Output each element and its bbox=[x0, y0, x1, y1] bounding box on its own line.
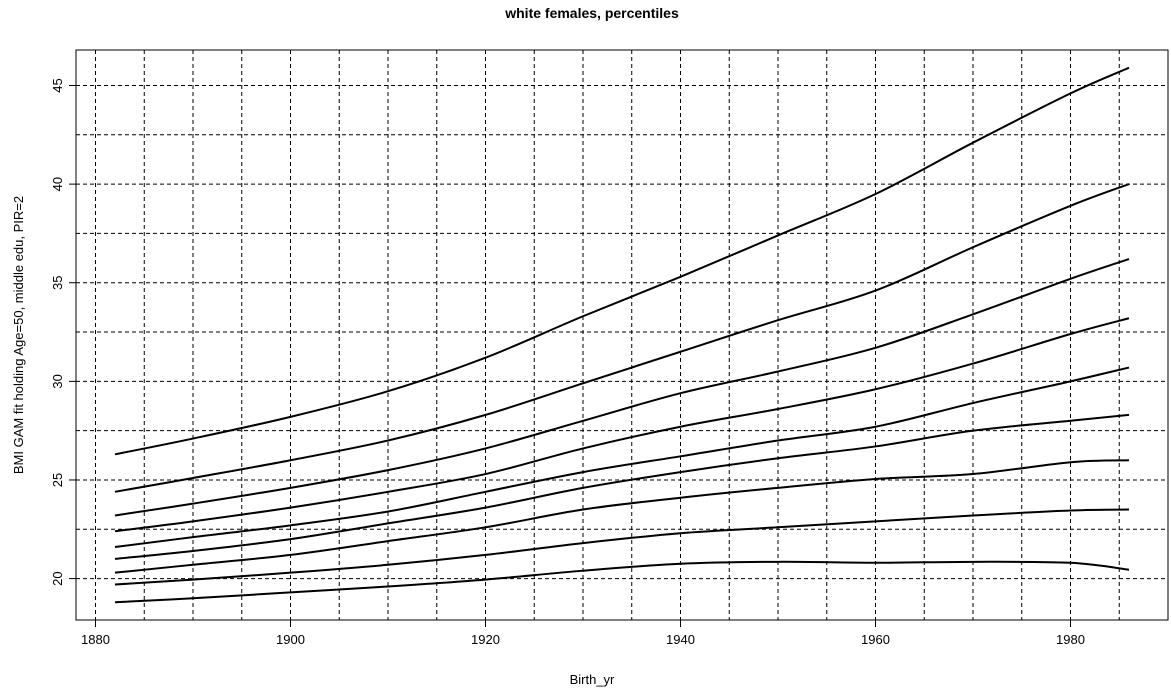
series-lines bbox=[114, 66, 1130, 604]
x-tick-label-3: 1940 bbox=[666, 632, 695, 647]
y-axis-label: BMI GAM fit holding Age=50, middle edu, … bbox=[11, 196, 26, 474]
y-tick-label-0: 20 bbox=[50, 571, 65, 585]
chart-title: white females, percentiles bbox=[504, 5, 679, 21]
plot-frame bbox=[75, 49, 1169, 621]
series-line-8 bbox=[114, 183, 1130, 493]
y-tick-label-2: 30 bbox=[50, 374, 65, 388]
x-axis: 1880 1900 1920 1940 1960 1980 bbox=[81, 620, 1085, 647]
y-tick-label-4: 40 bbox=[50, 177, 65, 191]
y-tick-label-3: 35 bbox=[50, 275, 65, 289]
series-line-9 bbox=[114, 66, 1130, 456]
y-axis: 20 25 30 35 40 45 bbox=[50, 78, 76, 586]
series-line-2 bbox=[114, 508, 1130, 586]
series-line-6 bbox=[114, 317, 1130, 533]
series-line-7 bbox=[114, 258, 1130, 517]
x-tick-label-5: 1980 bbox=[1056, 632, 1085, 647]
x-tick-label-0: 1880 bbox=[81, 632, 110, 647]
series-line-4 bbox=[114, 413, 1130, 560]
x-tick-label-2: 1920 bbox=[471, 632, 500, 647]
series-line-1 bbox=[114, 560, 1130, 604]
x-tick-label-1: 1900 bbox=[276, 632, 305, 647]
grid-lines bbox=[76, 50, 1168, 620]
x-axis-label: Birth_yr bbox=[570, 672, 615, 687]
series-line-3 bbox=[114, 459, 1130, 574]
x-tick-label-4: 1960 bbox=[861, 632, 890, 647]
y-tick-label-1: 25 bbox=[50, 473, 65, 487]
series-line-5 bbox=[114, 366, 1130, 549]
y-tick-label-5: 45 bbox=[50, 78, 65, 92]
